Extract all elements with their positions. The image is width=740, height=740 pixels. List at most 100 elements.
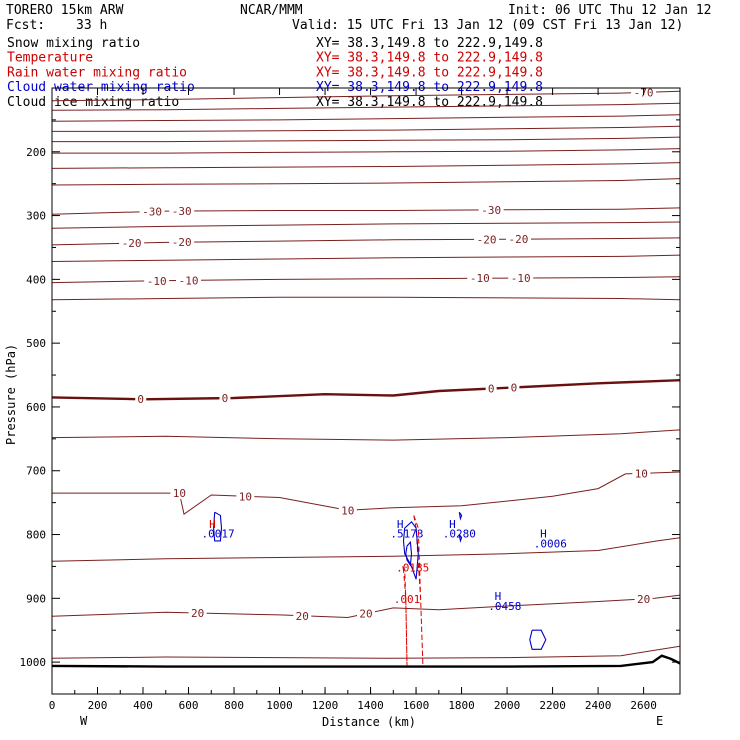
x-tick-label: 2200 [539,699,566,712]
isotherm-label-bg [119,237,145,250]
isotherm-label-bg [144,274,170,287]
isotherm-label: 20 [191,607,204,620]
isotherm-label-bg [135,393,147,406]
cloud-contour [405,540,413,567]
isotherm-line [52,296,680,301]
x-tick-label: 1200 [312,699,339,712]
isotherm-label-bg [169,236,195,249]
isotherm-label-bg [467,272,493,285]
isotherm-line [52,102,680,111]
isotherm-line [52,114,680,122]
x-tick-label: 2400 [585,699,612,712]
rain-contour [401,566,408,666]
isotherm-label: 20 [359,608,372,621]
isotherm-label-bg [474,233,500,246]
isotherm-line [52,594,680,619]
plot-frame [51,87,681,695]
isotherm-label: -20 [509,233,529,246]
isotherm-label: -10 [470,272,490,285]
isotherm-line [52,537,680,562]
isotherm-label: 0 [222,392,229,405]
field-xy: XY= 38.3,149.8 to 222.9,149.8 [316,65,543,80]
isotherm-label: 10 [635,467,648,480]
isotherm-label: 10 [239,490,252,503]
isotherm-label-bg [478,203,504,216]
isotherm-label: 20 [296,610,309,623]
max-annotation: H [397,518,404,531]
isotherm-label: 20 [637,593,650,606]
y-tick-label: 200 [26,146,46,159]
y-tick-label: 400 [26,273,46,286]
isotherm-label-bg [188,607,207,620]
isotherm-label: -30 [172,205,192,218]
isotherm-line [52,471,680,515]
cloud-contour [458,511,463,521]
max-annotation: .0006 [534,537,567,550]
isotherm-line [52,645,680,659]
isotherm-label: -10 [179,274,199,287]
temperature-contours: -70-30 -30 -30-20 -20 -20 -20-10 -10 -10 -100 00 0… [52,88,680,659]
axes: 0 200 400 600 800 1000 1200 1400 1600 1800 2000 220… [20,88,680,712]
isotherm-label: 10 [173,487,186,500]
init-time: Init: 06 UTC Thu 12 Jan 12 [508,3,712,18]
isotherm-label-bg [170,487,189,500]
field-name: Cloud ice mixing ratio [7,95,179,110]
east-endpoint-label: E [656,714,663,728]
isotherm-line [52,207,680,215]
max-annotation: .0458 [488,600,521,613]
isotherm-line [52,221,680,229]
cloud-contour [402,520,419,580]
cloud-contours [213,511,547,650]
cloud-contour [458,534,463,543]
isotherm-line [52,237,680,246]
y-tick-label: 300 [26,210,46,223]
x-tick-label: 600 [179,699,199,712]
x-tick-label: 1800 [448,699,475,712]
max-annotation: H [540,528,547,541]
cloud-contour [213,511,223,542]
y-tick-label: 1000 [20,656,47,669]
field-name: Snow mixing ratio [7,36,140,51]
isotherm-label-bg [505,233,531,246]
isotherm-line [52,148,680,154]
x-tick-label: 2000 [494,699,521,712]
isotherm-label-bg [176,274,202,287]
valid-time: Valid: 15 UTC Fri 13 Jan 12 (09 CST Fri … [292,18,683,33]
x-tick-label: 200 [88,699,108,712]
org-label: NCAR/MMM [240,3,303,18]
isotherm-line [52,125,680,132]
west-endpoint-label: W [80,714,88,728]
isotherm-line [52,178,680,186]
isotherm-label-bg [338,504,357,517]
forecast-hour: 33 h [76,18,107,33]
isotherm-line [52,90,680,102]
isotherm-label: -10 [147,275,167,288]
isotherm-label: -30 [142,205,162,218]
field-name: Rain water mixing ratio [7,65,187,80]
field-name: Temperature [7,51,93,66]
isotherm-line [52,162,680,169]
y-tick-label: 700 [26,465,46,478]
isotherm-line [52,429,680,441]
isotherm-label-bg [634,592,653,605]
isotherm-label-bg [236,490,255,503]
x-axis-label: Distance (km) [322,715,416,729]
y-tick-label: 500 [26,337,46,350]
isotherm-label-bg [169,205,195,218]
field-legend: Snow mixing ratio XY= 38.3,149.8 to 222.9… [7,36,543,110]
isotherm-label: 10 [341,504,354,517]
isotherm-label: 0 [488,383,495,396]
x-tick-label: 800 [224,699,244,712]
isotherm-label-bg [508,381,520,394]
isotherm-line [52,254,680,262]
x-tick-label: 400 [133,699,153,712]
max-annotation: H [449,518,456,531]
isotherm-label: -20 [172,236,192,249]
isotherm-label: -20 [122,237,142,250]
max-annotation: H [209,518,216,531]
field-xy: XY= 38.3,149.8 to 222.9,149.8 [316,51,543,66]
isotherm-label: -20 [477,233,497,246]
isotherm-label-bg [485,382,497,395]
